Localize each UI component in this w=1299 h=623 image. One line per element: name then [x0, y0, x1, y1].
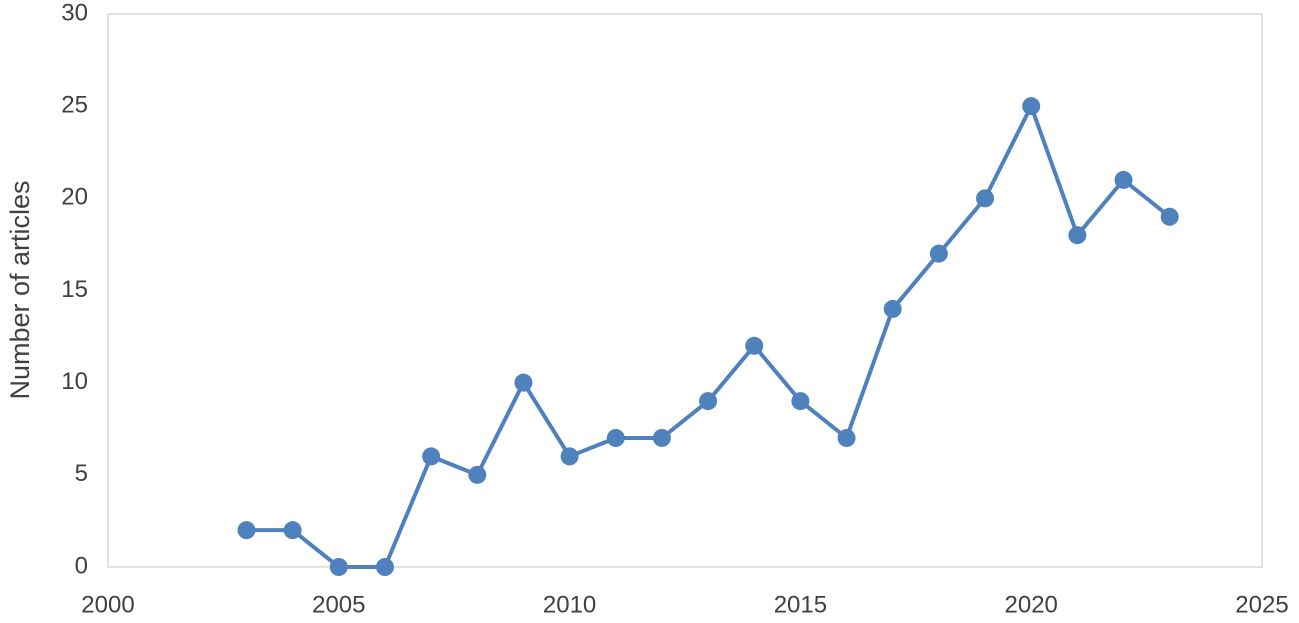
data-point — [468, 465, 487, 484]
x-tick-label: 2000 — [81, 591, 134, 618]
data-point — [283, 521, 302, 540]
data-point — [791, 392, 810, 411]
data-point — [329, 558, 348, 576]
data-point — [837, 428, 856, 447]
x-tick-label: 2025 — [1235, 591, 1288, 618]
series-line — [246, 104, 1171, 569]
y-tick-label: 5 — [75, 460, 88, 487]
data-point — [1160, 207, 1179, 226]
y-tick-label: 25 — [61, 92, 88, 119]
data-point — [237, 521, 256, 540]
y-tick-label: 15 — [61, 276, 88, 303]
plot-area — [107, 13, 1263, 568]
data-point — [375, 558, 394, 576]
y-tick-label: 10 — [61, 368, 88, 395]
x-tick-label: 2020 — [1005, 591, 1058, 618]
data-point — [514, 373, 533, 392]
data-point — [745, 336, 764, 355]
x-tick-label: 2005 — [312, 591, 365, 618]
x-tick-label: 2010 — [543, 591, 596, 618]
y-tick-label: 0 — [75, 552, 88, 579]
data-point — [883, 299, 902, 318]
data-point — [652, 428, 671, 447]
data-point — [1114, 170, 1133, 189]
data-point — [606, 428, 625, 447]
y-tick-label: 30 — [61, 0, 88, 26]
data-point — [976, 189, 995, 208]
x-tick-label: 2015 — [774, 591, 827, 618]
data-point — [422, 447, 441, 466]
data-point — [1022, 97, 1041, 116]
y-axis-label: Number of articles — [5, 180, 35, 399]
data-point — [560, 447, 579, 466]
y-tick-label: 20 — [61, 184, 88, 211]
data-point — [929, 244, 948, 263]
data-point — [1068, 226, 1087, 245]
data-point — [699, 392, 718, 411]
